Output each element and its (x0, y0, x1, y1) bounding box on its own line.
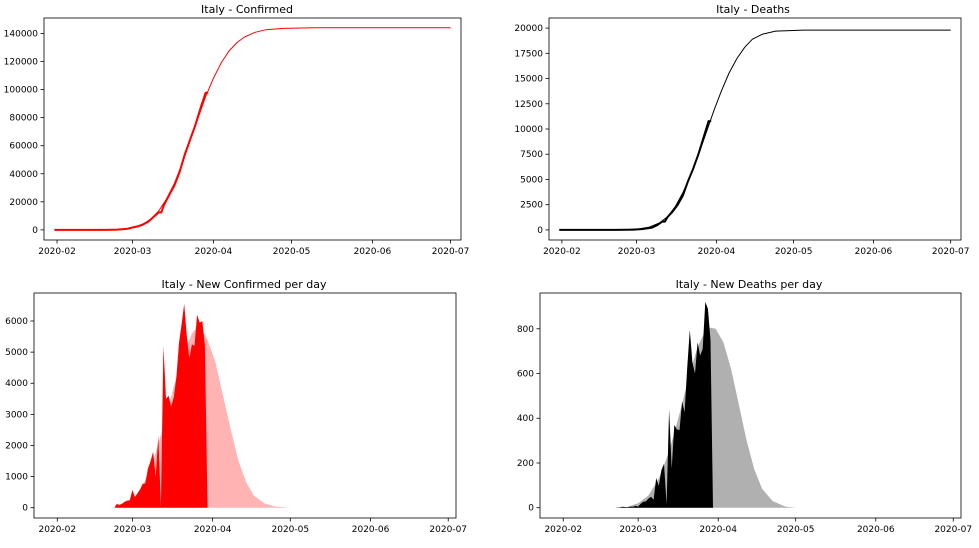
x-tick-label: 2020-03 (619, 525, 657, 535)
x-tick-label: 2020-04 (195, 247, 233, 257)
axes-frame (33, 292, 457, 519)
y-tick-label: 4000 (5, 379, 28, 389)
series-line-observed (54, 91, 209, 231)
x-tick-label: 2020-03 (114, 247, 152, 257)
y-tick-label: 600 (517, 370, 534, 380)
chart-title-confirmed: Italy - Confirmed (201, 3, 293, 16)
y-tick-label: 20000 (9, 198, 38, 208)
y-tick-label: 6000 (5, 317, 28, 327)
chart-deaths: Italy - Deaths 2020-02 2020-03 2020-04 2020… (514, 3, 969, 257)
x-tick-label: 2020-04 (698, 247, 736, 257)
x-tick-label: 2020-06 (352, 525, 390, 535)
y-tick-label: 10000 (514, 125, 543, 135)
chart-new-confirmed: Italy - New Confirmed per day 2020-02 202… (5, 278, 467, 535)
series-line-fitted (54, 27, 451, 231)
y-tick-label: 0 (32, 226, 38, 236)
y-tick-label: 7500 (520, 150, 543, 160)
x-tick-label: 2020-04 (194, 525, 232, 535)
axes-frame (43, 17, 462, 241)
chart-title-new-deaths: Italy - New Deaths per day (676, 278, 823, 291)
y-tick-label: 5000 (520, 175, 543, 185)
y-tick-label: 140000 (4, 29, 39, 39)
x-tick-label: 2020-03 (114, 525, 152, 535)
y-tick-label: 120000 (4, 58, 39, 68)
y-tick-label: 5000 (5, 348, 28, 358)
series-area-observed (614, 301, 713, 508)
y-tick-label: 15000 (514, 75, 543, 85)
x-tick-label: 2020-03 (618, 247, 656, 257)
y-tick-label: 2000 (5, 441, 28, 451)
x-tick-label: 2020-02 (38, 247, 76, 257)
x-tick-label: 2020-02 (543, 247, 581, 257)
chart-title-new-confirmed: Italy - New Confirmed per day (162, 278, 327, 291)
y-tick-label: 60000 (9, 142, 38, 152)
y-tick-label: 20000 (514, 24, 543, 34)
x-tick-label: 2020-07 (932, 247, 970, 257)
plot-area (559, 29, 951, 231)
x-tick-label: 2020-05 (273, 247, 311, 257)
series-area-observed (111, 303, 208, 508)
y-tick-label: 80000 (9, 114, 38, 124)
x-tick-label: 2020-02 (544, 525, 582, 535)
series-line-fitted (559, 29, 951, 231)
chart-confirmed: Italy - Confirmed 2020-02 2020-03 2020-04 2… (4, 3, 470, 257)
y-tick-label: 100000 (4, 86, 39, 96)
axes-frame (539, 292, 962, 519)
x-tick-label: 2020-06 (354, 247, 392, 257)
axes-frame (548, 17, 962, 241)
x-tick-label: 2020-07 (432, 247, 470, 257)
y-tick-label: 0 (528, 504, 534, 514)
y-tick-label: 2500 (520, 201, 543, 211)
x-tick-label: 2020-07 (429, 525, 467, 535)
plot-area (54, 27, 451, 231)
plot-area (111, 303, 291, 508)
plot-area (614, 301, 796, 508)
chart-new-deaths: Italy - New Deaths per day 2020-02 2020-0… (517, 278, 972, 535)
x-tick-label: 2020-07 (934, 525, 972, 535)
y-tick-label: 1000 (5, 473, 28, 483)
x-tick-label: 2020-05 (775, 247, 813, 257)
y-tick-label: 400 (517, 414, 534, 424)
y-tick-label: 0 (537, 226, 543, 236)
y-tick-label: 12500 (514, 100, 543, 110)
x-tick-label: 2020-05 (777, 525, 815, 535)
x-tick-label: 2020-04 (699, 525, 737, 535)
chart-title-deaths: Italy - Deaths (716, 3, 790, 16)
x-tick-label: 2020-02 (38, 525, 76, 535)
y-tick-label: 800 (517, 325, 534, 335)
y-tick-label: 17500 (514, 49, 543, 59)
y-tick-label: 0 (22, 504, 28, 514)
y-tick-label: 200 (517, 459, 534, 469)
y-tick-label: 40000 (9, 170, 38, 180)
x-tick-label: 2020-05 (272, 525, 310, 535)
y-tick-label: 3000 (5, 410, 28, 420)
x-tick-label: 2020-06 (855, 247, 893, 257)
x-tick-label: 2020-06 (857, 525, 895, 535)
series-line-observed (559, 120, 712, 231)
